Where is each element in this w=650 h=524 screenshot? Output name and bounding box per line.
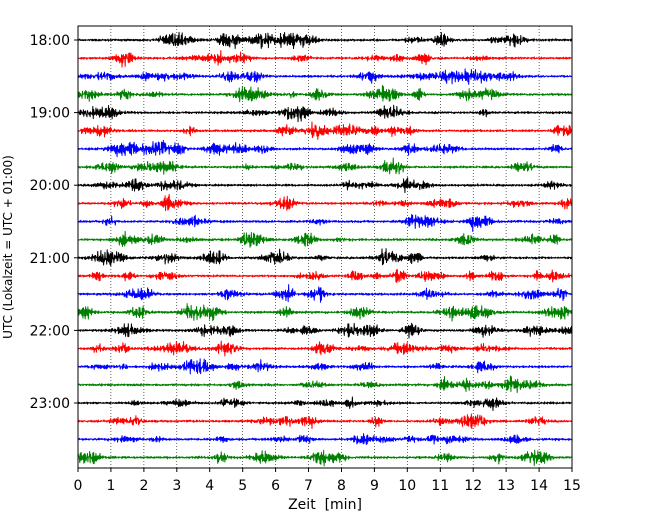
x-tick-label: 9 [370,478,379,494]
seismic-trace [77,340,573,357]
x-tick-label: 15 [563,478,581,494]
y-axis-label: UTC (Lokalzeit = UTC + 01:00) [1,155,15,339]
seismic-trace [77,284,573,303]
y-tick-label: 21:00 [30,251,70,267]
seismic-trace [77,31,573,50]
x-tick-label: 11 [431,478,449,494]
seismic-trace [77,84,573,103]
x-tick-label: 12 [464,478,482,494]
seismic-trace [77,413,573,430]
plot-background [78,26,572,468]
x-tick-layer: 0 1 2 3 4 5 6 7 8 9 10 11 12 13 14 15 [74,468,581,494]
y-tick-label: 19:00 [30,106,70,122]
seismic-trace [77,449,573,467]
x-tick-label: 7 [304,478,313,494]
x-tick-label: 4 [205,478,214,494]
seismic-trace [77,104,573,123]
seismic-trace [77,68,573,85]
x-tick-label: 13 [497,478,515,494]
x-tick-label: 3 [172,478,181,494]
seismic-trace [77,375,573,393]
plot-frame [77,25,573,469]
seismic-trace [77,214,573,232]
seismic-trace [77,248,573,267]
x-tick-label: 14 [530,478,548,494]
x-tick-label: 2 [139,478,148,494]
seismic-trace [77,432,573,445]
x-tick-label: 1 [106,478,115,494]
seismic-trace [77,230,573,248]
x-tick-label: 8 [337,478,346,494]
x-tick-label: 5 [238,478,247,494]
seismic-trace [77,396,573,412]
y-tick-layer: 18:00 19:00 20:00 21:00 22:00 23:00 [30,33,78,412]
seismic-trace [77,358,573,375]
seismic-trace [77,177,573,194]
seismic-trace [77,157,573,175]
y-tick-label: 23:00 [30,396,70,412]
seismic-trace [77,322,573,339]
y-tick-label: 20:00 [30,178,70,194]
y-tick-label: 18:00 [30,33,70,49]
seismic-trace [77,193,573,212]
y-tick-label: 22:00 [30,323,70,339]
seismic-trace [77,50,573,68]
seismic-trace [77,139,573,158]
x-tick-label: 10 [398,478,416,494]
seismic-trace [77,121,573,140]
x-tick-label: 0 [74,478,83,494]
trace-layer [77,31,573,467]
seismic-trace [77,303,573,322]
x-axis-label: Zeit [min] [288,497,362,513]
x-tick-label: 6 [271,478,280,494]
seismic-trace [77,269,573,284]
